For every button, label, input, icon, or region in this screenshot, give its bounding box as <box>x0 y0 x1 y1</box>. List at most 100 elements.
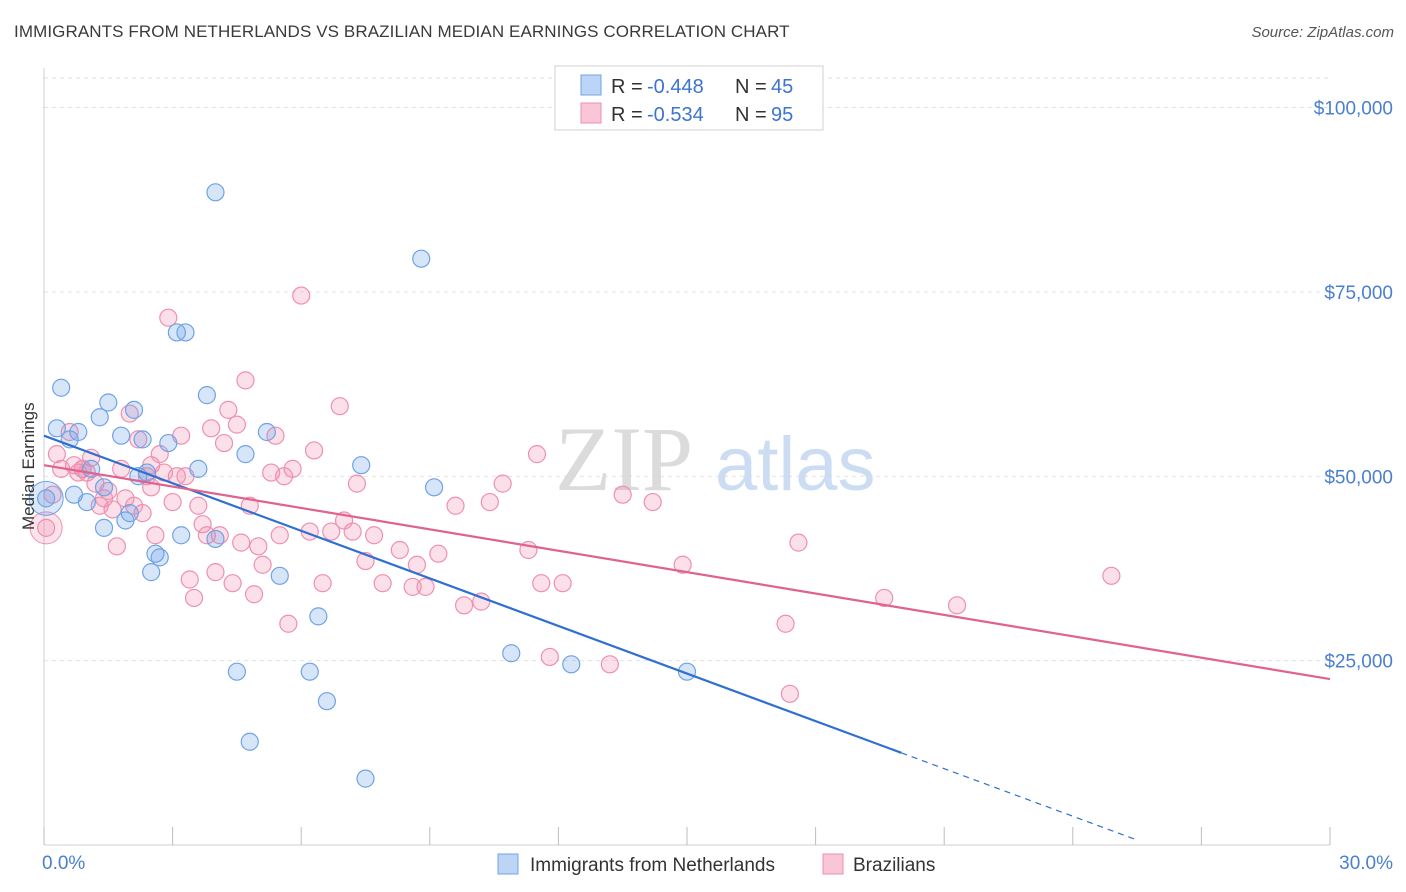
brazilian-point-71 <box>446 496 465 515</box>
source-label: Source: ZipAtlas.com <box>1251 24 1394 41</box>
axes <box>43 68 1331 846</box>
brazilian-point-2 <box>47 445 66 464</box>
brazilian-point-85 <box>776 614 795 633</box>
legend-swatch-pink <box>580 102 602 124</box>
netherlands-point-18 <box>150 548 169 567</box>
netherlands-point-25 <box>206 183 225 202</box>
netherlands-point-15 <box>133 430 152 449</box>
brazilian-point-74 <box>480 492 499 512</box>
brazilian-point-53 <box>283 459 302 478</box>
brazilian-point-33 <box>193 515 212 534</box>
trend-lines <box>43 434 1331 841</box>
x-tick-label-max: 30.0% <box>1339 853 1393 874</box>
netherlands-point-0 <box>37 489 56 508</box>
brazilian-point-41 <box>227 415 246 434</box>
brazilian-point-52 <box>279 614 298 633</box>
brazilian-point-57 <box>313 574 332 593</box>
bottom-legend-netherlands: Immigrants from Netherlands <box>530 855 775 876</box>
brazilian-point-40 <box>223 574 242 593</box>
brazilian-point-84 <box>673 555 692 574</box>
brazilian-point-66 <box>390 540 409 560</box>
netherlands-point-large <box>28 480 64 516</box>
brazilian-point-67 <box>403 577 422 596</box>
brazilian-point-54 <box>292 286 311 305</box>
netherlands-point-28 <box>240 732 259 751</box>
y-tick-label-0: $25,000 <box>1324 652 1393 673</box>
brazilian-point-80 <box>553 574 572 593</box>
legend-box: R = -0.448 N = 45 R = -0.534 N = 95 <box>554 65 824 131</box>
netherlands-point-19 <box>159 433 178 453</box>
brazilian-point-46 <box>249 537 268 556</box>
y-tick-label-1: $50,000 <box>1324 467 1393 488</box>
legend-n-label-1: N = <box>735 76 767 98</box>
netherlands-point-10 <box>112 426 131 445</box>
chart-title: IMMIGRANTS FROM NETHERLANDS VS BRAZILIAN… <box>14 22 790 41</box>
brazilian-point-43 <box>236 371 255 390</box>
watermark-atlas: atlas <box>715 422 876 507</box>
brazilian-point-70 <box>429 544 448 563</box>
netherlands-point-24 <box>197 386 216 405</box>
netherlands-point-38 <box>502 644 521 663</box>
netherlands-point-41 <box>69 422 88 442</box>
brazilian-point-31 <box>184 588 204 608</box>
brazilian-point-56 <box>304 441 324 460</box>
netherlands-point-36 <box>412 249 431 268</box>
brazilian-point-64 <box>364 526 384 545</box>
brazilian-point-42 <box>232 533 251 552</box>
netherlands-point-26 <box>227 662 246 681</box>
brazilian-point-18 <box>129 430 148 449</box>
brazilian-point-93 <box>107 537 126 556</box>
netherlands-point-27 <box>236 445 255 464</box>
netherlands-point-42 <box>99 393 118 412</box>
brazilian-point-45 <box>244 585 264 604</box>
netherlands-point-21 <box>176 323 195 342</box>
brazilian-point-59 <box>330 397 349 416</box>
legend-r-label-1: R = <box>611 76 643 98</box>
netherlands-point-1 <box>47 419 66 438</box>
brazilian-point-36 <box>206 563 225 582</box>
netherlands-point-29 <box>257 422 277 442</box>
netherlands-point-31 <box>300 662 319 681</box>
brazilian-point-83 <box>643 492 662 512</box>
brazilian-point-32 <box>189 496 208 515</box>
y-tick-label-3: $100,000 <box>1314 99 1393 120</box>
brazilian-point-22 <box>146 526 165 545</box>
legend-n-value-1: 45 <box>771 76 793 98</box>
x-tick-label-min: 0.0% <box>42 853 85 874</box>
watermark-zip: ZIP <box>555 408 693 510</box>
brazilian-point-58 <box>322 522 341 541</box>
brazilian-point-87 <box>789 533 808 552</box>
brazilian-point-50 <box>270 526 289 545</box>
brazilian-point-35 <box>202 419 221 438</box>
y-axis-label: Median Earnings <box>19 402 38 530</box>
brazilian-point-88 <box>875 588 894 608</box>
brazilian-point-72 <box>454 596 474 615</box>
netherlands-point-9 <box>94 518 114 537</box>
bottom-legend-brazilians: Brazilians <box>853 855 935 876</box>
brazilian-point-89 <box>947 596 967 615</box>
netherlands-point-7 <box>90 408 109 427</box>
brazilians-trend-line <box>43 464 1331 681</box>
brazilian-point-19 <box>133 504 152 523</box>
brazilian-point-26 <box>163 492 182 512</box>
brazilian-point-61 <box>343 522 362 541</box>
legend-r-value-1: -0.448 <box>647 76 704 98</box>
brazilians-points <box>29 286 1121 703</box>
legend-r-value-2: -0.534 <box>647 104 704 126</box>
netherlands-point-39 <box>562 655 581 674</box>
netherlands-point-6 <box>77 492 96 512</box>
brazilian-point-78 <box>532 574 551 593</box>
netherlands-point-22 <box>172 526 191 545</box>
netherlands-point-8 <box>94 478 114 497</box>
legend-n-label-2: N = <box>735 104 767 126</box>
watermark: ZIP atlas <box>555 408 876 510</box>
brazilian-point-82 <box>613 485 632 504</box>
netherlands-point-43 <box>137 463 156 482</box>
bottom-legend: Immigrants from Netherlands Brazilians <box>497 853 935 876</box>
bottom-legend-swatch-blue <box>497 853 519 875</box>
brazilian-point-75 <box>493 474 512 493</box>
netherlands-point-35 <box>356 769 375 788</box>
bottom-legend-swatch-pink <box>822 853 844 875</box>
y-tick-label-2: $75,000 <box>1324 283 1393 304</box>
netherlands-point-37 <box>424 478 444 497</box>
